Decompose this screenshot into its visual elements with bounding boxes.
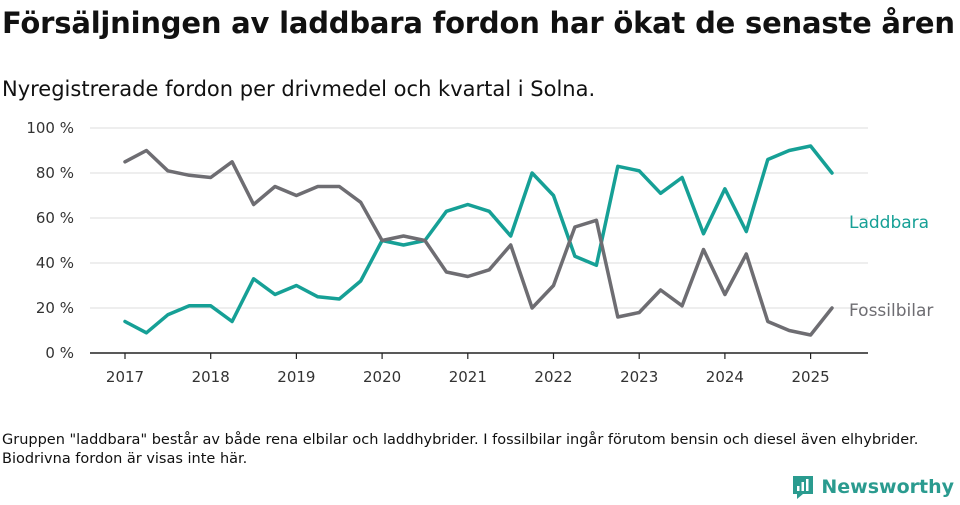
series-line-laddbara <box>123 144 834 335</box>
series-label-laddbara: Laddbara <box>849 213 929 233</box>
series-labels: Laddbara Fossilbilar <box>849 213 933 321</box>
y-tick-label: 60 % <box>36 209 74 227</box>
x-tick-label: 2025 <box>792 368 830 386</box>
chart-subtitle: Nyregistrerade fordon per drivmedel och … <box>2 77 596 101</box>
x-tick-label: 2024 <box>706 368 744 386</box>
y-tick-label: 80 % <box>36 164 74 182</box>
x-tick-label: 2019 <box>277 368 315 386</box>
y-tick-label: 40 % <box>36 254 74 272</box>
newsworthy-logo-icon <box>793 476 814 499</box>
x-tick-label: 2023 <box>620 368 658 386</box>
brand-name: Newsworthy <box>821 476 954 498</box>
footnote: Gruppen "laddbara" består av både rena e… <box>2 432 919 467</box>
x-tick-label: 2018 <box>192 368 230 386</box>
series <box>123 144 834 337</box>
line-chart: 0 % 20 % 40 % 60 % 80 % 100 % 2017 2018 2019 2020… <box>26 119 933 386</box>
y-tick-label: 100 % <box>26 119 74 137</box>
y-tick-label: 0 % <box>45 344 74 362</box>
x-tick-label: 2022 <box>534 368 572 386</box>
axes: 0 % 20 % 40 % 60 % 80 % 100 % 2017 2018 2019 2020… <box>26 119 868 386</box>
series-label-fossilbilar: Fossilbilar <box>849 301 933 321</box>
x-tick-label: 2020 <box>363 368 401 386</box>
chart-title: Försäljningen av laddbara fordon har öka… <box>2 6 955 40</box>
x-tick-label: 2021 <box>449 368 487 386</box>
y-tick-label: 20 % <box>36 299 74 317</box>
x-tick-label: 2017 <box>106 368 144 386</box>
brand-logo: Newsworthy <box>791 474 954 500</box>
series-line-fossilbilar <box>123 148 834 337</box>
